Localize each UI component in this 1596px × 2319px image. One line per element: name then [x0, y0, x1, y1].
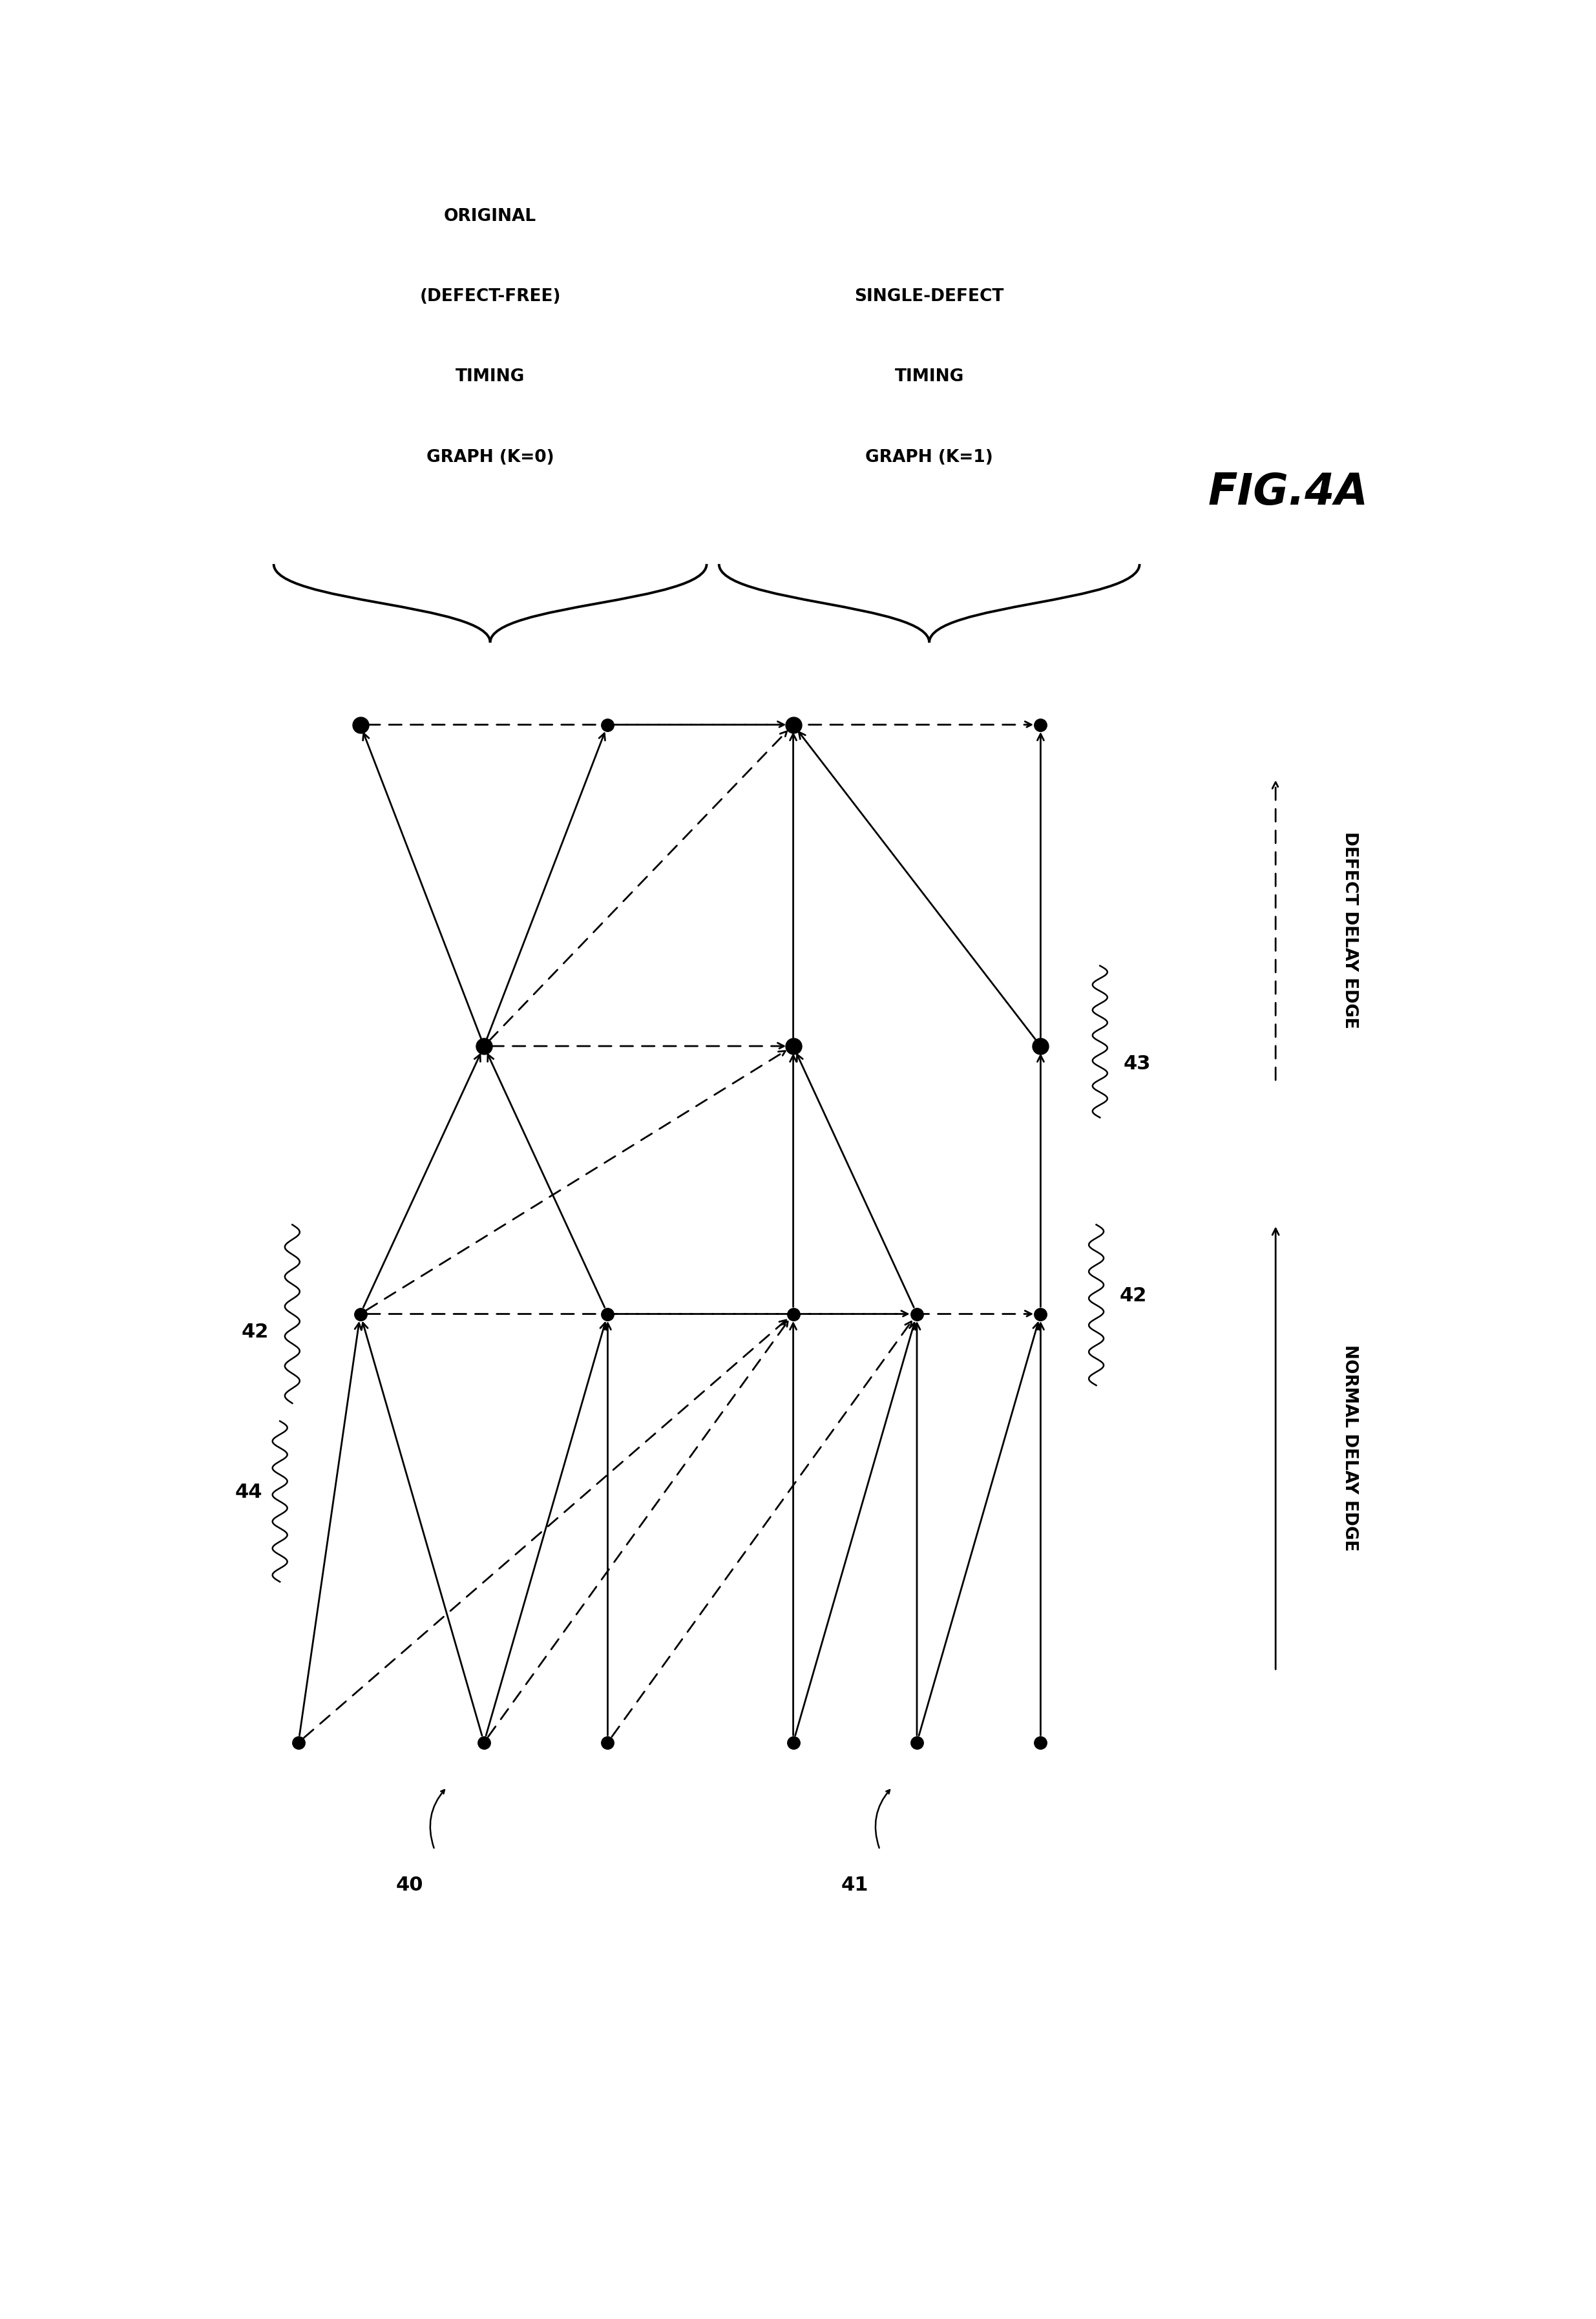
Text: TIMING: TIMING [895, 369, 964, 385]
Text: TIMING: TIMING [455, 369, 525, 385]
Text: 40: 40 [396, 1876, 423, 1895]
Text: SINGLE-DEFECT: SINGLE-DEFECT [854, 288, 1004, 306]
Text: 42: 42 [1120, 1287, 1148, 1306]
Text: NORMAL DELAY EDGE: NORMAL DELAY EDGE [1341, 1345, 1358, 1551]
Text: 43: 43 [1124, 1055, 1151, 1074]
Text: ORIGINAL: ORIGINAL [444, 209, 536, 225]
Text: 41: 41 [841, 1876, 868, 1895]
Text: GRAPH (K=1): GRAPH (K=1) [865, 450, 993, 466]
Text: 42: 42 [241, 1322, 268, 1340]
Text: DEFECT DELAY EDGE: DEFECT DELAY EDGE [1341, 833, 1358, 1030]
Text: 44: 44 [235, 1484, 263, 1503]
Text: FIG.4A: FIG.4A [1208, 471, 1368, 515]
Text: GRAPH (K=0): GRAPH (K=0) [426, 450, 554, 466]
Text: (DEFECT-FREE): (DEFECT-FREE) [420, 288, 560, 306]
